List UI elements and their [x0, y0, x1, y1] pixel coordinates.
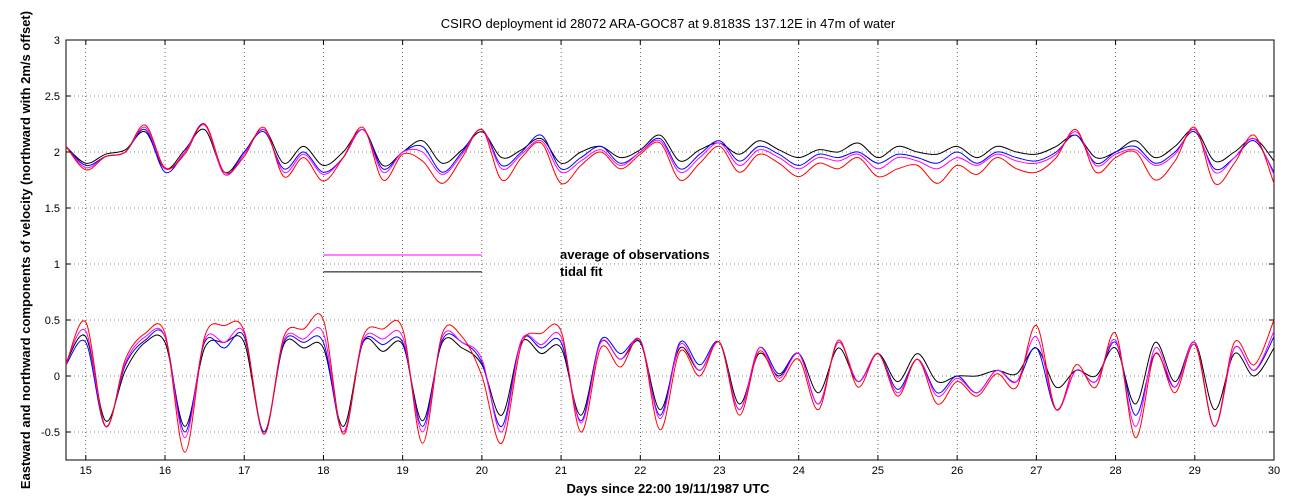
- y-tick-label: -0.5: [41, 427, 60, 439]
- series-line-northward-observed-1: [65, 123, 1275, 176]
- x-axis-label: Days since 22:00 19/11/1987 UTC: [566, 481, 770, 496]
- x-tick-label: 26: [951, 465, 963, 477]
- x-tick-label: 17: [238, 465, 250, 477]
- series-line-northward-average-of-observations: [65, 124, 1275, 176]
- x-tick-label: 19: [397, 465, 409, 477]
- x-tick-label: 18: [317, 465, 329, 477]
- ticks: 15 16 17 18 19 20 21 22 23 24 25 26 27 28 29 30-0.500.5…: [41, 35, 1280, 477]
- y-tick-label: 0.5: [45, 315, 60, 327]
- x-tick-label: 24: [793, 465, 805, 477]
- y-tick-label: 2.5: [45, 91, 60, 103]
- x-tick-label: 16: [159, 465, 171, 477]
- x-tick-label: 15: [80, 465, 92, 477]
- y-tick-label: 3: [54, 35, 60, 47]
- x-tick-label: 25: [872, 465, 884, 477]
- x-tick-label: 27: [1030, 465, 1042, 477]
- x-tick-label: 23: [713, 465, 725, 477]
- x-tick-label: 21: [555, 465, 567, 477]
- x-tick-label: 30: [1268, 465, 1280, 477]
- series-layer: [65, 123, 1275, 453]
- y-tick-label: 1.5: [45, 203, 60, 215]
- y-tick-label: 1: [54, 259, 60, 271]
- y-tick-label: 0: [54, 371, 60, 383]
- y-axis-label: Eastward and northward components of vel…: [18, 11, 33, 489]
- x-tick-label: 29: [1189, 465, 1201, 477]
- series-line-northward-observed-2: [65, 123, 1275, 186]
- legend-label: tidal fit: [560, 264, 603, 279]
- y-tick-label: 2: [54, 147, 60, 159]
- legend-label: average of observations: [560, 247, 710, 262]
- series-line-eastward-observed-2: [65, 313, 1275, 453]
- x-tick-label: 20: [476, 465, 488, 477]
- x-tick-label: 28: [1109, 465, 1121, 477]
- grid: [66, 39, 1275, 460]
- chart-title: CSIRO deployment id 28072 ARA-GOC87 at 9…: [441, 16, 896, 31]
- x-tick-label: 22: [634, 465, 646, 477]
- legend: average of observations tidal fit: [323, 247, 710, 279]
- plot-area: [65, 39, 1275, 461]
